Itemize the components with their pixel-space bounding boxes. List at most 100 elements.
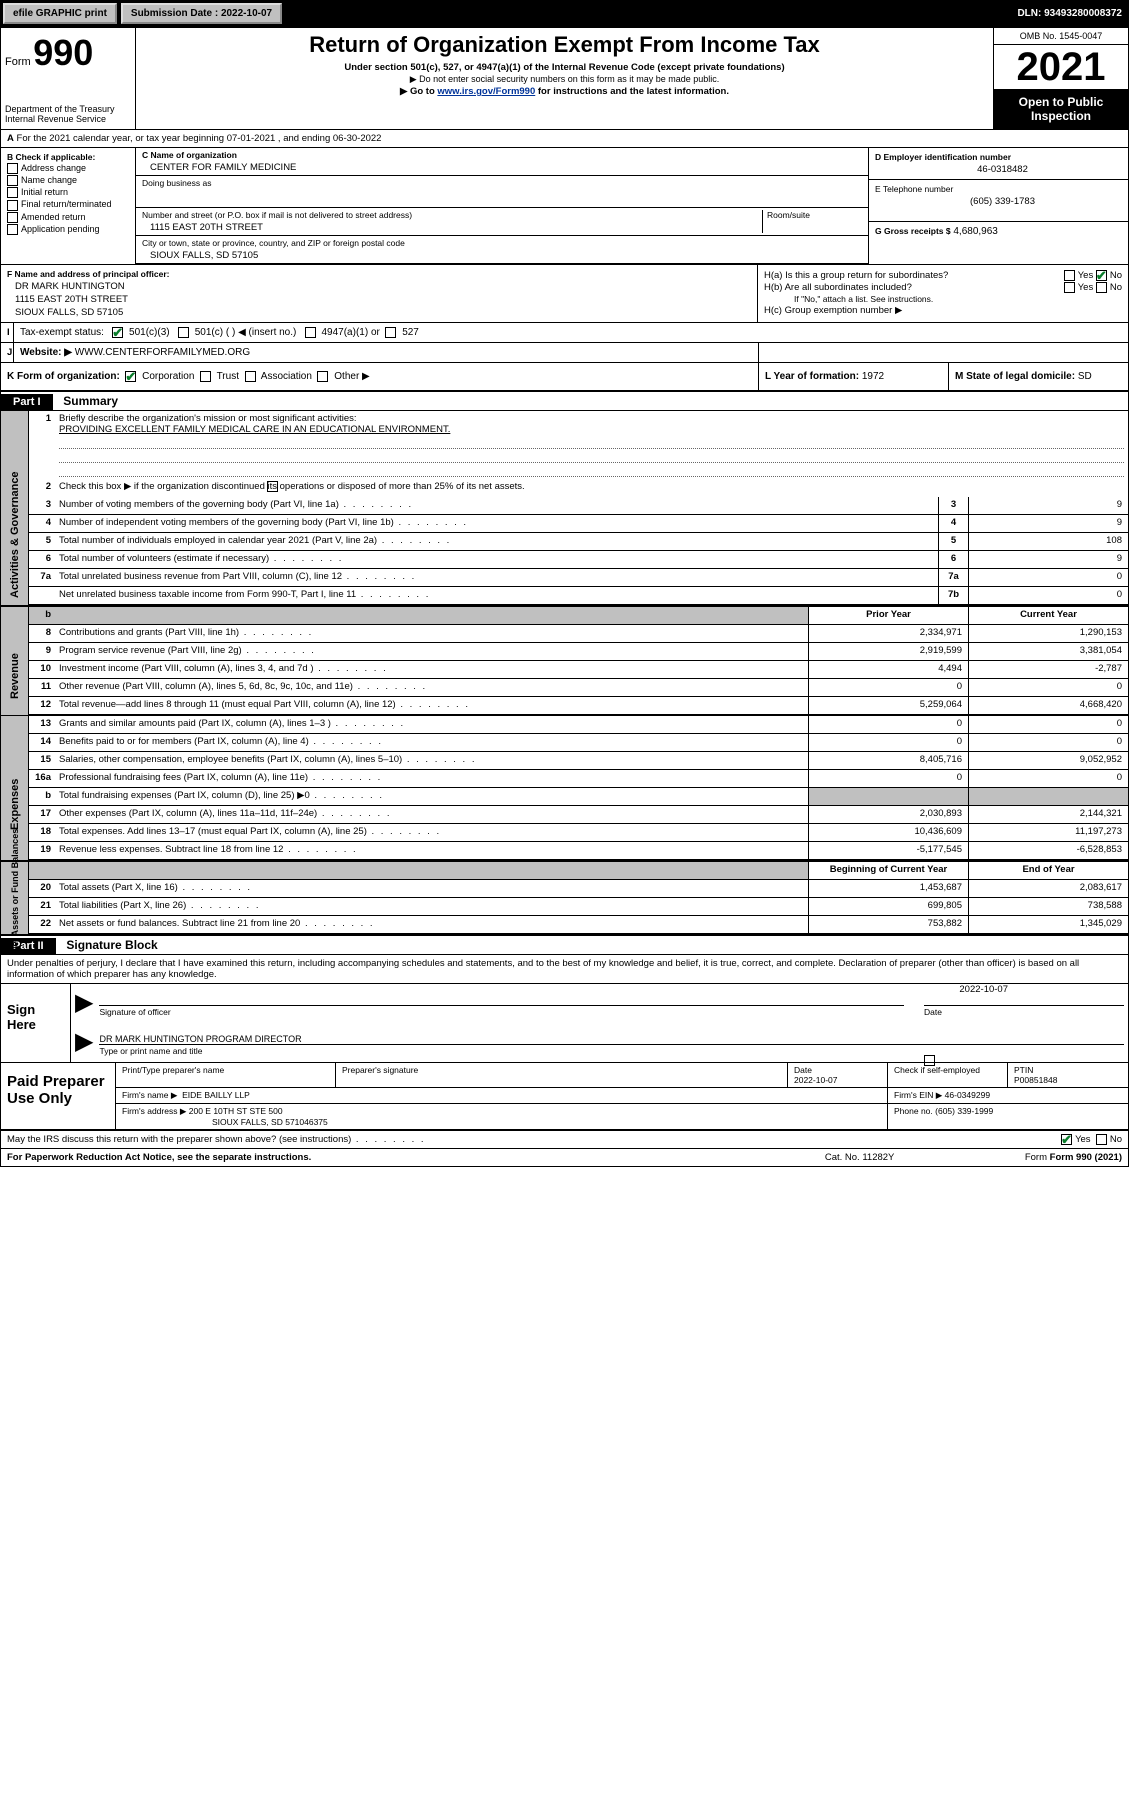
- lbl-app-pending: Application pending: [21, 224, 100, 234]
- line-a: A For the 2021 calendar year, or tax yea…: [1, 130, 1128, 148]
- part1-header-row: Part I Summary: [1, 392, 1128, 411]
- tel-block: E Telephone number (605) 339-1783: [869, 180, 1128, 222]
- street-value: 1115 EAST 20TH STREET: [142, 220, 762, 233]
- tax-year: 2021: [994, 45, 1128, 89]
- header-middle: Return of Organization Exempt From Incom…: [136, 28, 993, 129]
- chk-final-return[interactable]: [7, 200, 18, 211]
- dba-label: Doing business as: [142, 178, 862, 188]
- chk-527[interactable]: [385, 327, 396, 338]
- data-row: 19 Revenue less expenses. Subtract line …: [29, 842, 1128, 860]
- row-j-letter: J: [1, 343, 14, 362]
- row-desc: Number of independent voting members of …: [55, 515, 938, 532]
- penalties-declaration: Under penalties of perjury, I declare th…: [1, 955, 1128, 983]
- row-prior: 2,919,599: [808, 643, 968, 660]
- sub3-post: for instructions and the latest informat…: [535, 86, 729, 97]
- line-a-text: For the 2021 calendar year, or tax year …: [17, 133, 382, 144]
- lbl-final-return: Final return/terminated: [21, 199, 112, 209]
- row-num: [29, 587, 55, 604]
- row-desc: Number of voting members of the governin…: [55, 497, 938, 514]
- chk-self-employed[interactable]: [924, 1055, 935, 1066]
- row-val: 108: [968, 533, 1128, 550]
- chk-501c[interactable]: [178, 327, 189, 338]
- chk-initial-return[interactable]: [7, 187, 18, 198]
- chk-ha-no[interactable]: [1096, 270, 1107, 281]
- ein-block: D Employer identification number 46-0318…: [869, 148, 1128, 180]
- street-label: Number and street (or P.O. box if mail i…: [142, 210, 762, 220]
- col-b-header: B Check if applicable:: [7, 152, 129, 162]
- chk-hb-no[interactable]: [1096, 282, 1107, 293]
- col-c: C Name of organization CENTER FOR FAMILY…: [136, 148, 868, 264]
- irs-label: Internal Revenue Service: [5, 114, 131, 124]
- dln-value: 93493280008372: [1044, 8, 1122, 19]
- data-row: 8 Contributions and grants (Part VIII, l…: [29, 625, 1128, 643]
- row-prior: 1,453,687: [808, 880, 968, 897]
- m-value: SD: [1078, 371, 1092, 382]
- ptin-cell: PTINP00851848: [1008, 1063, 1128, 1087]
- data-row: 11 Other revenue (Part VIII, column (A),…: [29, 679, 1128, 697]
- chk-address-change[interactable]: [7, 163, 18, 174]
- row-i: I Tax-exempt status: 501(c)(3) 501(c) ( …: [1, 323, 1128, 343]
- row-current: [968, 788, 1128, 805]
- lbl-name-change: Name change: [21, 175, 77, 185]
- website-value: WWW.CENTERFORFAMILYMED.ORG: [75, 347, 250, 358]
- firm-name-cell: Firm's name ▶ EIDE BAILLY LLP: [116, 1088, 888, 1103]
- row-num: 15: [29, 752, 55, 769]
- data-row: 18 Total expenses. Add lines 13–17 (must…: [29, 824, 1128, 842]
- chk-4947[interactable]: [305, 327, 316, 338]
- signature-date-line: Date: [924, 1005, 1124, 1017]
- gross-label: G Gross receipts $: [875, 226, 951, 236]
- lbl-other: Other ▶: [334, 371, 369, 382]
- row-val: 9: [968, 497, 1128, 514]
- chk-discuss-no[interactable]: [1096, 1134, 1107, 1145]
- row-desc: Net unrelated business taxable income fr…: [55, 587, 938, 604]
- q1-num: 1: [29, 411, 55, 479]
- gross-block: G Gross receipts $ 4,680,963: [869, 222, 1128, 241]
- chk-q2[interactable]: [267, 481, 278, 492]
- officer-addr1: 1115 EAST 20TH STREET: [7, 292, 751, 305]
- chk-ha-yes[interactable]: [1064, 270, 1075, 281]
- chk-trust[interactable]: [200, 371, 211, 382]
- lbl-501c3: 501(c)(3): [129, 327, 170, 338]
- chk-assoc[interactable]: [245, 371, 256, 382]
- chk-amended[interactable]: [7, 212, 18, 223]
- open-public-badge: Open to Public Inspection: [994, 89, 1128, 129]
- chk-501c3[interactable]: [112, 327, 123, 338]
- dln: DLN: 93493280008372: [1011, 4, 1128, 23]
- vtab-revenue-text: Revenue: [9, 635, 21, 699]
- row-desc: Total liabilities (Part X, line 26): [55, 898, 808, 915]
- expenses-table: 13 Grants and similar amounts paid (Part…: [29, 716, 1128, 860]
- form990-link[interactable]: www.irs.gov/Form990: [437, 86, 535, 97]
- efile-button[interactable]: efile GRAPHIC print: [3, 3, 117, 24]
- l-label: L Year of formation:: [765, 371, 859, 382]
- vtab-revenue: Revenue: [1, 607, 29, 715]
- row-i-letter: I: [1, 323, 14, 342]
- data-row: 10 Investment income (Part VIII, column …: [29, 661, 1128, 679]
- sign-here-block: Sign Here ▶ Signature of officer Date 20…: [1, 983, 1128, 1062]
- row-prior: 2,334,971: [808, 625, 968, 642]
- row-current: 2,083,617: [968, 880, 1128, 897]
- self-employed-cell: Check if self-employed: [888, 1063, 1008, 1087]
- sub3-pre: ▶ Go to: [400, 86, 437, 97]
- chk-app-pending[interactable]: [7, 224, 18, 235]
- dept-label: Department of the Treasury: [5, 104, 131, 114]
- row-k: K Form of organization: Corporation Trus…: [1, 363, 1128, 392]
- row-box: 4: [938, 515, 968, 532]
- tel-value: (605) 339-1783: [875, 194, 1122, 207]
- row-val: 9: [968, 515, 1128, 532]
- chk-discuss-yes[interactable]: [1061, 1134, 1072, 1145]
- lbl-amended: Amended return: [21, 212, 86, 222]
- lbl-assoc: Association: [261, 371, 312, 382]
- row-prior: 4,494: [808, 661, 968, 678]
- form-of-org: K Form of organization: Corporation Trus…: [1, 363, 758, 390]
- row-num: 5: [29, 533, 55, 550]
- row-desc: Grants and similar amounts paid (Part IX…: [55, 716, 808, 733]
- chk-name-change[interactable]: [7, 175, 18, 186]
- chk-hb-yes[interactable]: [1064, 282, 1075, 293]
- chk-other[interactable]: [317, 371, 328, 382]
- col-h: H(a) Is this a group return for subordin…: [758, 265, 1128, 322]
- data-row: 16a Professional fundraising fees (Part …: [29, 770, 1128, 788]
- subtitle-3: ▶ Go to www.irs.gov/Form990 for instruct…: [144, 86, 985, 97]
- chk-corp[interactable]: [125, 371, 136, 382]
- data-row: 22 Net assets or fund balances. Subtract…: [29, 916, 1128, 934]
- row-val: 9: [968, 551, 1128, 568]
